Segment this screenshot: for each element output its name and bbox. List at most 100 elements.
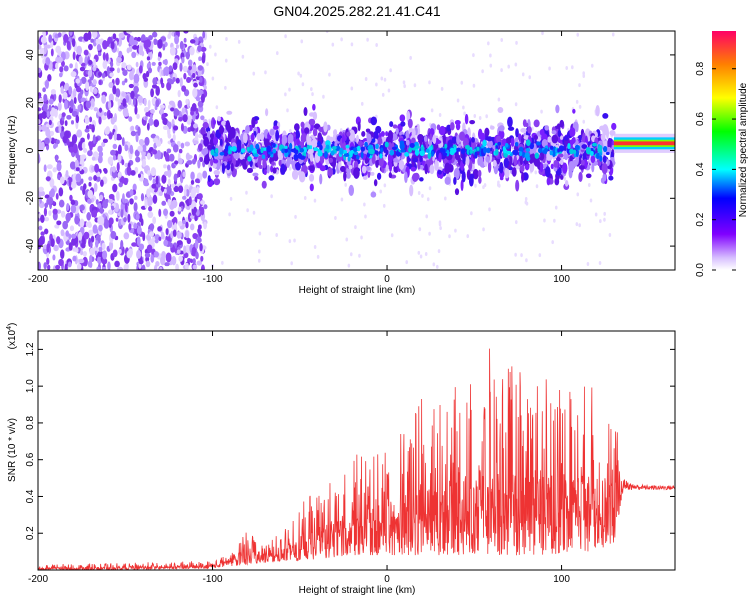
spectrogram-line-core: [613, 141, 675, 146]
spectrogram-noise-cell: [140, 218, 144, 227]
spectrogram-noise-cell: [73, 96, 77, 105]
spectrogram-noise-cell: [80, 178, 84, 184]
spectrogram-noise-cell: [153, 38, 158, 46]
spectrogram-faint-cell: [417, 250, 421, 255]
spectrogram-noise-cell: [121, 91, 127, 98]
spectrogram-noise-cell: [185, 189, 190, 197]
spectrogram-faint-cell: [575, 99, 579, 104]
spectrogram-noise-cell: [148, 206, 153, 212]
spectrogram-noise-cell: [170, 107, 175, 112]
spectrogram-core-cell: [464, 145, 470, 150]
spectrogram-noise-cell: [155, 99, 160, 108]
spectrogram-signal-cell: [539, 162, 544, 173]
spectrogram-core-cell: [284, 145, 288, 149]
spectrogram-noise-cell: [101, 114, 107, 121]
spectrogram-core-cell: [325, 140, 331, 147]
spectrogram-noise-cell: [70, 120, 75, 125]
spectrogram-signal-cell: [270, 165, 274, 173]
spectrogram-noise-cell: [57, 102, 62, 111]
spectrogram-noise-cell: [59, 176, 65, 185]
spectrogram-faint-cell: [540, 109, 543, 114]
spectrogram-faint-cell: [489, 53, 492, 58]
spectrogram-noise-cell: [147, 201, 152, 207]
spectrogram-core-cell: [602, 145, 608, 153]
spectrogram-noise-cell: [137, 95, 144, 104]
spectrogram-signal-cell: [293, 123, 300, 131]
spectrogram-faint-cell: [340, 37, 343, 42]
spectrogram-signal-cell: [263, 138, 270, 148]
spectrogram-noise-cell: [201, 54, 206, 64]
snr-xlabel: Height of straight line (km): [299, 585, 416, 596]
spectrogram-signal-cell: [212, 136, 219, 145]
spectrogram-signal-cell: [410, 166, 417, 172]
spectrogram-signal-cell: [520, 127, 527, 133]
spectrogram-faint-cell: [500, 38, 504, 43]
spectrogram-faint-cell: [224, 58, 228, 63]
spectrogram-faint-cell: [417, 190, 421, 195]
spectrogram-core-cell: [306, 144, 311, 150]
spectrogram-signal-cell: [327, 167, 334, 177]
spectrogram-faint-cell: [587, 183, 591, 188]
spectrogram-faint-cell: [350, 42, 354, 47]
spectrogram-noise-cell: [182, 220, 186, 225]
spectrogram-noise-cell: [93, 182, 98, 193]
spectrogram-noise-cell: [57, 32, 62, 38]
spectrogram-noise-cell: [130, 130, 137, 137]
spectrogram-signal-cell: [429, 133, 433, 141]
spectrogram-noise-cell: [87, 198, 92, 204]
spectrogram-noise-cell: [190, 171, 195, 181]
spectrogram-faint-cell: [288, 87, 291, 92]
spectrogram-noise-cell: [63, 65, 69, 72]
spectrogram-noise-cell: [115, 217, 119, 222]
spectrogram-noise-cell: [193, 82, 198, 88]
spectrogram-core-cell: [585, 147, 592, 155]
spectrogram-noise-cell: [143, 106, 150, 113]
spectrogram-noise-cell: [165, 228, 169, 236]
spectrogram-signal-cell: [420, 117, 426, 122]
spectrogram-noise-cell: [138, 45, 144, 56]
spectrogram-core-cell: [420, 146, 425, 151]
spectrogram-noise-cell: [52, 254, 56, 261]
spectrogram-faint-cell: [354, 225, 357, 230]
spectrogram-noise-cell: [121, 137, 125, 147]
spectrogram-noise-cell: [74, 215, 80, 225]
spectrogram-core-cell: [592, 142, 598, 147]
spectrogram-noise-cell: [58, 125, 62, 134]
spectrogram-signal-cell: [507, 116, 513, 128]
spectrogram-faint-cell: [534, 170, 538, 175]
spectrogram-faint-cell: [448, 234, 451, 239]
spectrogram-noise-cell: [105, 52, 109, 62]
spectrogram-noise-cell: [162, 125, 169, 130]
spectrogram-noise-cell: [190, 214, 196, 220]
spectrogram-faint-cell: [554, 205, 558, 210]
spectrogram-noise-cell: [90, 38, 94, 43]
colorbar-tick-label: 0.4: [695, 162, 706, 176]
spectrogram-noise-cell: [109, 240, 114, 251]
spectrogram-noise-cell: [127, 213, 131, 223]
spectrogram-faint-cell: [489, 63, 493, 68]
spectrogram-noise-cell: [60, 229, 65, 237]
spectrogram-noise-cell: [178, 255, 183, 262]
spectrogram-noise-cell: [66, 203, 70, 211]
spectrogram-noise-cell: [140, 193, 145, 202]
snr-y-tick-label: 1.0: [25, 379, 36, 393]
spectrogram-signal-cell: [348, 129, 356, 142]
spectrogram-faint-cell: [472, 83, 476, 88]
spectrogram-noise-cell: [199, 76, 203, 83]
spectrogram-noise-cell: [52, 167, 57, 173]
spectrogram-noise-cell: [169, 210, 175, 217]
spectrogram-faint-cell: [313, 198, 317, 203]
spectrogram-noise-cell: [72, 143, 78, 154]
spectrogram-faint-cell: [428, 80, 431, 85]
spectrogram-noise-cell: [169, 242, 173, 248]
spectrogram-signal-cell: [525, 122, 529, 128]
spectrogram-signal-cell: [385, 131, 389, 137]
spectrogram-noise-cell: [90, 98, 95, 107]
spectrogram-signal-cell: [343, 141, 347, 152]
spectrogram-signal-cell: [346, 131, 351, 137]
spectrogram-core-cell: [414, 148, 420, 156]
spectrogram-core-cell: [444, 143, 448, 149]
spectrogram-core-cell: [474, 151, 478, 159]
spectrogram-signal-cell: [538, 151, 545, 161]
spectrogram-noise-cell: [103, 168, 108, 174]
